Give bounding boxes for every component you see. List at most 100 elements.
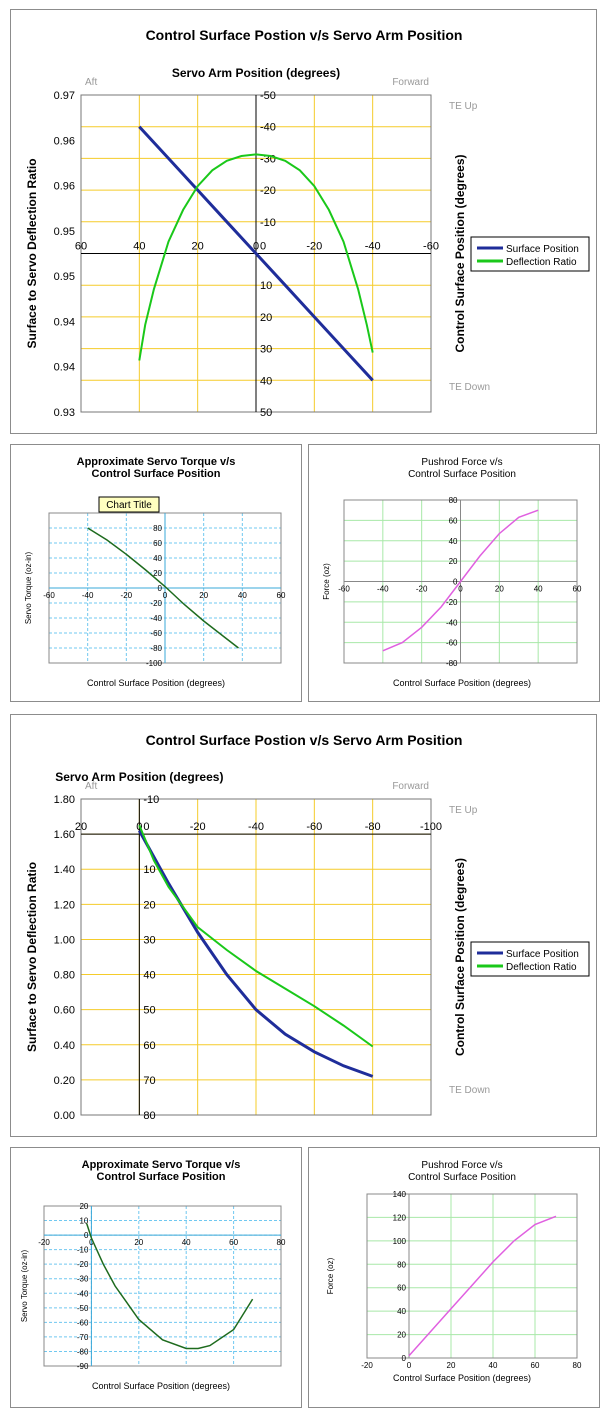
x-axis-title: Control Surface Position (degrees)	[393, 1373, 531, 1383]
y2-tick-label: 40	[260, 375, 272, 387]
legend-box	[470, 236, 590, 272]
x-tick-label: 60	[75, 241, 87, 253]
y-tick-label: 60	[153, 539, 162, 548]
plot-area	[80, 798, 432, 1116]
te-up-label: TE Up	[449, 805, 478, 816]
y-axis-title: Force (oz)	[322, 563, 331, 600]
x-axis-title: Control Surface Position (degrees)	[87, 678, 225, 688]
y-tick-label: 1.20	[54, 899, 75, 911]
y2-tick-label: 70	[143, 1075, 155, 1087]
y-tick-label: 1.40	[54, 864, 75, 876]
series-line	[138, 153, 374, 361]
x-tick-label: -40	[365, 241, 381, 253]
chart-title: Approximate Servo Torque v/s	[77, 456, 236, 468]
y2-tick-label: 50	[143, 1005, 155, 1017]
x-tick-label: 40	[238, 591, 247, 600]
chart-panel-6: Pushrod Force v/s Control Surface Positio…	[308, 1147, 600, 1408]
y-tick-label: 1.00	[54, 934, 75, 946]
x-tick-label: 20	[447, 1361, 456, 1370]
y2-tick-label: 30	[260, 344, 272, 356]
te-up-label: TE Up	[449, 101, 478, 112]
x-tick-label: 0	[163, 591, 168, 600]
x-tick-label: 0	[407, 1361, 412, 1370]
y-tick-label: 120	[393, 1213, 407, 1222]
y-tick-label: 80	[397, 1260, 406, 1269]
chart-title: Control Surface Position	[408, 1172, 516, 1183]
x-tick-label: 60	[229, 1238, 238, 1247]
y-tick-label: 20	[79, 1202, 88, 1211]
x-tick-label: 0	[458, 585, 463, 594]
y2-tick-label: 20	[260, 312, 272, 324]
series-line	[85, 1223, 254, 1350]
x-tick-label: 40	[133, 241, 145, 253]
x-tick-label: 20	[199, 591, 208, 600]
y2-tick-label: 10	[143, 864, 155, 876]
legend-label: Surface Position	[506, 949, 579, 960]
series-line	[87, 527, 239, 649]
x-tick-label: 20	[134, 1238, 143, 1247]
x-tick-label: 0	[253, 241, 259, 253]
chart-title: Pushrod Force v/s	[421, 1160, 502, 1171]
y2-tick-label: -10	[260, 217, 276, 229]
x-tick-label: 80	[573, 1361, 582, 1370]
x-tick-label: -20	[416, 585, 428, 594]
y-tick-label: 0	[158, 584, 163, 593]
x-axis-title: Servo Arm Position (degrees)	[55, 770, 223, 784]
y-tick-label: 80	[153, 524, 162, 533]
aft-label: Aft	[85, 77, 97, 88]
y2-tick-label: -40	[260, 122, 276, 134]
y-tick-label: -20	[77, 1260, 89, 1269]
y-axis-title: Surface to Servo Deflection Ratio	[25, 862, 39, 1052]
x-tick-label: -40	[248, 821, 264, 833]
y-tick-label: 0	[402, 1354, 407, 1363]
legend-label: Deflection Ratio	[506, 962, 577, 973]
y2-tick-label: 30	[143, 934, 155, 946]
y-tick-label: -70	[77, 1333, 89, 1342]
y2-tick-label: 10	[260, 280, 272, 292]
y-tick-label: 0	[84, 1231, 89, 1240]
chart-title: Control Surface Postion v/s Servo Arm Po…	[146, 27, 463, 43]
chart-title-tag-text: Chart Title	[106, 500, 152, 511]
y2-tick-label: 80	[143, 1110, 155, 1122]
x-tick-label: 40	[534, 585, 543, 594]
x-tick-label: -20	[190, 821, 206, 833]
y-tick-label: -60	[446, 639, 458, 648]
x-axis-title: Control Surface Position (degrees)	[393, 678, 531, 688]
x-tick-label: 40	[489, 1361, 498, 1370]
aft-label: Aft	[85, 781, 97, 792]
plot-area	[43, 1205, 282, 1367]
y-tick-label: 0.95	[54, 226, 75, 238]
te-down-label: TE Down	[449, 1085, 490, 1096]
x-tick-label: 60	[531, 1361, 540, 1370]
y-axis-title: Servo Torque (oz-in)	[20, 1250, 29, 1323]
x-tick-label: -40	[377, 585, 389, 594]
y-tick-label: 20	[153, 569, 162, 578]
chart-title: Control Surface Position	[92, 468, 221, 480]
chart-4: 20 0 -20 -40 -60 -80 -1008070605040302010-1000…	[25, 732, 590, 1122]
y-tick-label: 0.40	[54, 1040, 75, 1052]
y2-tick-label: 20	[143, 899, 155, 911]
series-line	[408, 1215, 557, 1357]
series-line	[138, 824, 374, 1048]
x-tick-label: -60	[338, 585, 350, 594]
x-tick-label: 60	[573, 585, 582, 594]
y-tick-label: -40	[446, 618, 458, 627]
y-tick-label: 0	[453, 578, 458, 587]
y-tick-label: 0.95	[54, 271, 75, 283]
y-tick-label: -30	[77, 1275, 89, 1284]
y2-tick-label: -50	[260, 90, 276, 102]
y-tick-label: -100	[146, 659, 163, 668]
x-axis-title: Servo Arm Position (degrees)	[172, 66, 340, 80]
y-tick-label: 0.97	[54, 90, 75, 102]
y-tick-label: 40	[449, 537, 458, 546]
te-down-label: TE Down	[449, 382, 490, 393]
x-tick-label: 20	[192, 241, 204, 253]
y-tick-label: 140	[393, 1190, 407, 1199]
y-axis-title: Force (oz)	[326, 1257, 335, 1294]
forward-label: Forward	[392, 77, 429, 88]
x-tick-label: 0	[89, 1238, 94, 1247]
y2-tick-label: 0	[260, 241, 266, 253]
series-line	[138, 125, 374, 382]
